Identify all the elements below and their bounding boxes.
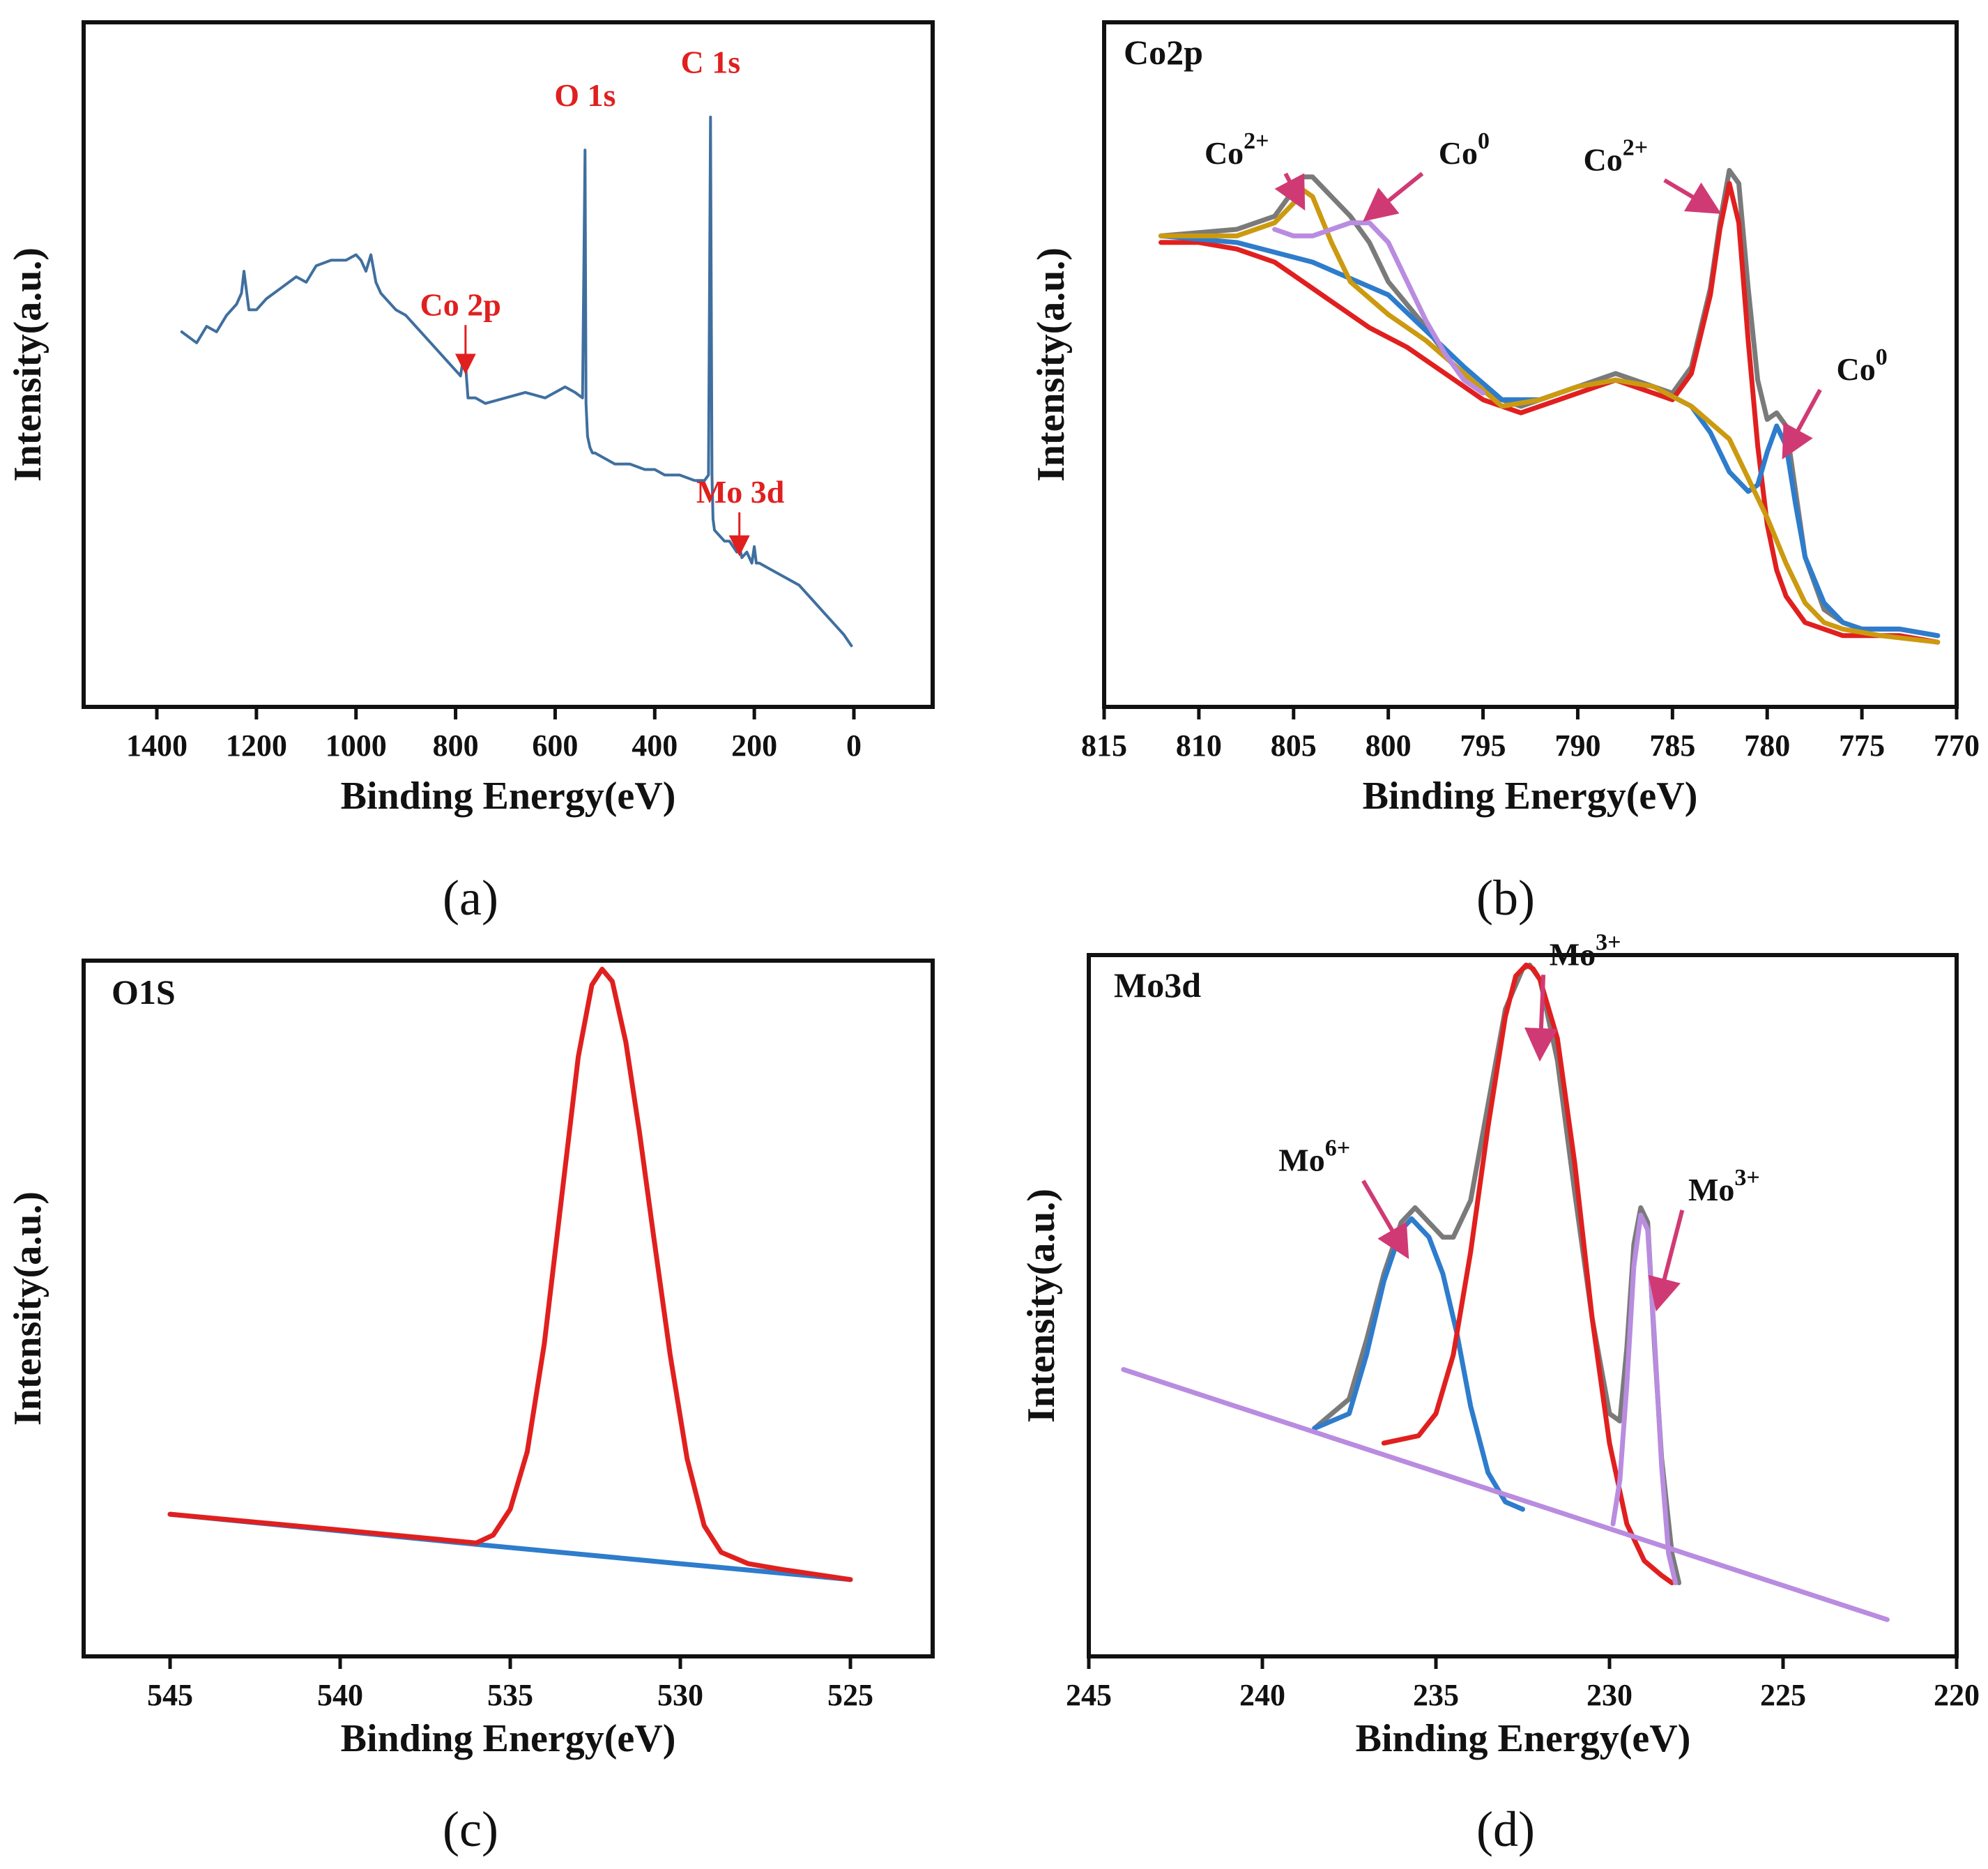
panel-a-ylabel: Intensity(a.u.) bbox=[6, 247, 49, 482]
panel-a-survey: Binding Energy(eV) Intensity(a.u.) (a) 1… bbox=[6, 20, 935, 926]
panel-a-xtick-label: 1400 bbox=[126, 728, 188, 763]
panel-c-o1s: O1S Binding Energy(eV) Intensity(a.u.) (… bbox=[6, 959, 935, 1857]
panel-d-mo3d: Mo3d Binding Energy(eV) Intensity(a.u.) … bbox=[1020, 929, 1980, 1857]
panel-b-annotation-arrow bbox=[1274, 172, 1306, 211]
panel-a-annotation: C 1s bbox=[680, 45, 740, 80]
panel-c-series-o1s-fit bbox=[167, 966, 853, 1582]
panel-a-xtick-label: 1200 bbox=[226, 728, 287, 763]
panel-c-xtick-label: 545 bbox=[147, 1678, 193, 1712]
panel-d-xtick-label: 220 bbox=[1934, 1678, 1980, 1712]
panel-c-title: O1S bbox=[112, 972, 176, 1012]
panel-c-xtick-label: 540 bbox=[317, 1678, 363, 1712]
panel-d-annotation: Mo3+ bbox=[1550, 929, 1621, 972]
panel-c-xtick-label: 530 bbox=[657, 1678, 703, 1712]
panel-b-xtick-label: 770 bbox=[1934, 728, 1980, 763]
panel-d-annotation-arrow bbox=[1648, 1210, 1685, 1312]
panel-a-frame bbox=[82, 20, 935, 709]
panel-b-annotation: Co0 bbox=[1439, 128, 1490, 171]
panel-a-xlabel: Binding Energy(eV) bbox=[341, 775, 676, 818]
panel-c-xtick-label: 525 bbox=[827, 1678, 873, 1712]
panel-b-xtick-label: 800 bbox=[1366, 728, 1412, 763]
panel-b-xtick-label: 805 bbox=[1271, 728, 1317, 763]
panel-a-annotation: O 1s bbox=[554, 77, 615, 113]
panel-b-title: Co2p bbox=[1124, 33, 1203, 72]
panel-b-xtick-label: 785 bbox=[1649, 728, 1695, 763]
panel-d-series-background bbox=[1121, 1367, 1890, 1622]
panel-b-annotation: Co2+ bbox=[1205, 128, 1269, 171]
panel-b-ylabel: Intensity(a.u.) bbox=[1030, 247, 1073, 482]
panel-a-annotation: Mo 3d bbox=[696, 474, 785, 510]
panel-b-series-co0-fit bbox=[1159, 233, 1941, 639]
panel-d-annotation-arrow bbox=[1524, 975, 1558, 1062]
panel-d-frame bbox=[1087, 953, 1959, 1658]
panel-a-series-survey bbox=[180, 115, 853, 648]
panel-b-xlabel: Binding Energy(eV) bbox=[1363, 775, 1698, 818]
panel-a-annotation: Co 2p bbox=[420, 287, 501, 322]
panel-b-xtick-label: 815 bbox=[1081, 728, 1127, 763]
panel-d-xtick-label: 245 bbox=[1066, 1678, 1112, 1712]
panel-a-xtick-label: 200 bbox=[731, 728, 777, 763]
panel-c-caption: (c) bbox=[443, 1801, 498, 1857]
panel-b-frame bbox=[1102, 20, 1959, 709]
panel-d-ylabel: Intensity(a.u.) bbox=[1020, 1189, 1063, 1423]
panel-b-series-co0-sat-fit bbox=[1272, 220, 1486, 396]
panel-d-xtick-label: 240 bbox=[1239, 1678, 1285, 1712]
panel-b-xtick-label: 780 bbox=[1744, 728, 1790, 763]
panel-d-xtick-label: 225 bbox=[1760, 1678, 1806, 1712]
panel-a-xtick-label: 1000 bbox=[326, 728, 387, 763]
panel-b-caption: (b) bbox=[1476, 870, 1535, 926]
panel-d-annotation-arrow bbox=[1361, 1180, 1409, 1260]
panel-a-xtick-label: 800 bbox=[433, 728, 479, 763]
panel-a-xtick-label: 400 bbox=[632, 728, 678, 763]
panel-b-annotation: Co0 bbox=[1836, 344, 1887, 387]
panel-b-series-co2-fit bbox=[1159, 181, 1941, 645]
panel-b-co2p: Co2p Binding Energy(eV) Intensity(a.u.) … bbox=[1030, 20, 1980, 926]
panel-d-series-mo3-3d5-2-fit bbox=[1610, 1212, 1679, 1585]
panel-a-caption: (a) bbox=[443, 870, 498, 926]
panel-a-xtick-label: 600 bbox=[532, 728, 578, 763]
panel-c-xlabel: Binding Energy(eV) bbox=[341, 1717, 676, 1760]
panel-c-frame bbox=[82, 959, 935, 1658]
panel-c-ylabel: Intensity(a.u.) bbox=[6, 1191, 49, 1426]
panel-d-series-mo6-fit bbox=[1312, 1216, 1525, 1512]
panel-d-annotation: Mo6+ bbox=[1278, 1136, 1350, 1178]
panel-b-annotation-arrow bbox=[1782, 388, 1822, 460]
panel-d-xlabel: Binding Energy(eV) bbox=[1356, 1717, 1691, 1760]
panel-d-xtick-label: 235 bbox=[1413, 1678, 1459, 1712]
panel-d-caption: (d) bbox=[1476, 1801, 1535, 1857]
panel-b-annotation-arrow bbox=[1663, 178, 1722, 214]
panel-d-annotation: Mo3+ bbox=[1688, 1165, 1760, 1207]
panel-b-annotation-arrow bbox=[1363, 171, 1424, 222]
panel-b-series-co2-sat-fit bbox=[1159, 188, 1941, 645]
panel-d-xtick-label: 230 bbox=[1586, 1678, 1633, 1712]
panel-b-xtick-label: 775 bbox=[1839, 728, 1885, 763]
panel-b-xtick-label: 795 bbox=[1460, 728, 1506, 763]
panel-d-title: Mo3d bbox=[1114, 966, 1201, 1005]
panel-a-xtick-label: 0 bbox=[846, 728, 862, 763]
panel-c-xtick-label: 535 bbox=[487, 1678, 533, 1712]
panel-b-annotation: Co2+ bbox=[1583, 135, 1648, 177]
panel-b-xtick-label: 790 bbox=[1554, 728, 1600, 763]
panel-d-series-mo3-fit bbox=[1381, 962, 1675, 1585]
panel-b-xtick-label: 810 bbox=[1176, 728, 1222, 763]
